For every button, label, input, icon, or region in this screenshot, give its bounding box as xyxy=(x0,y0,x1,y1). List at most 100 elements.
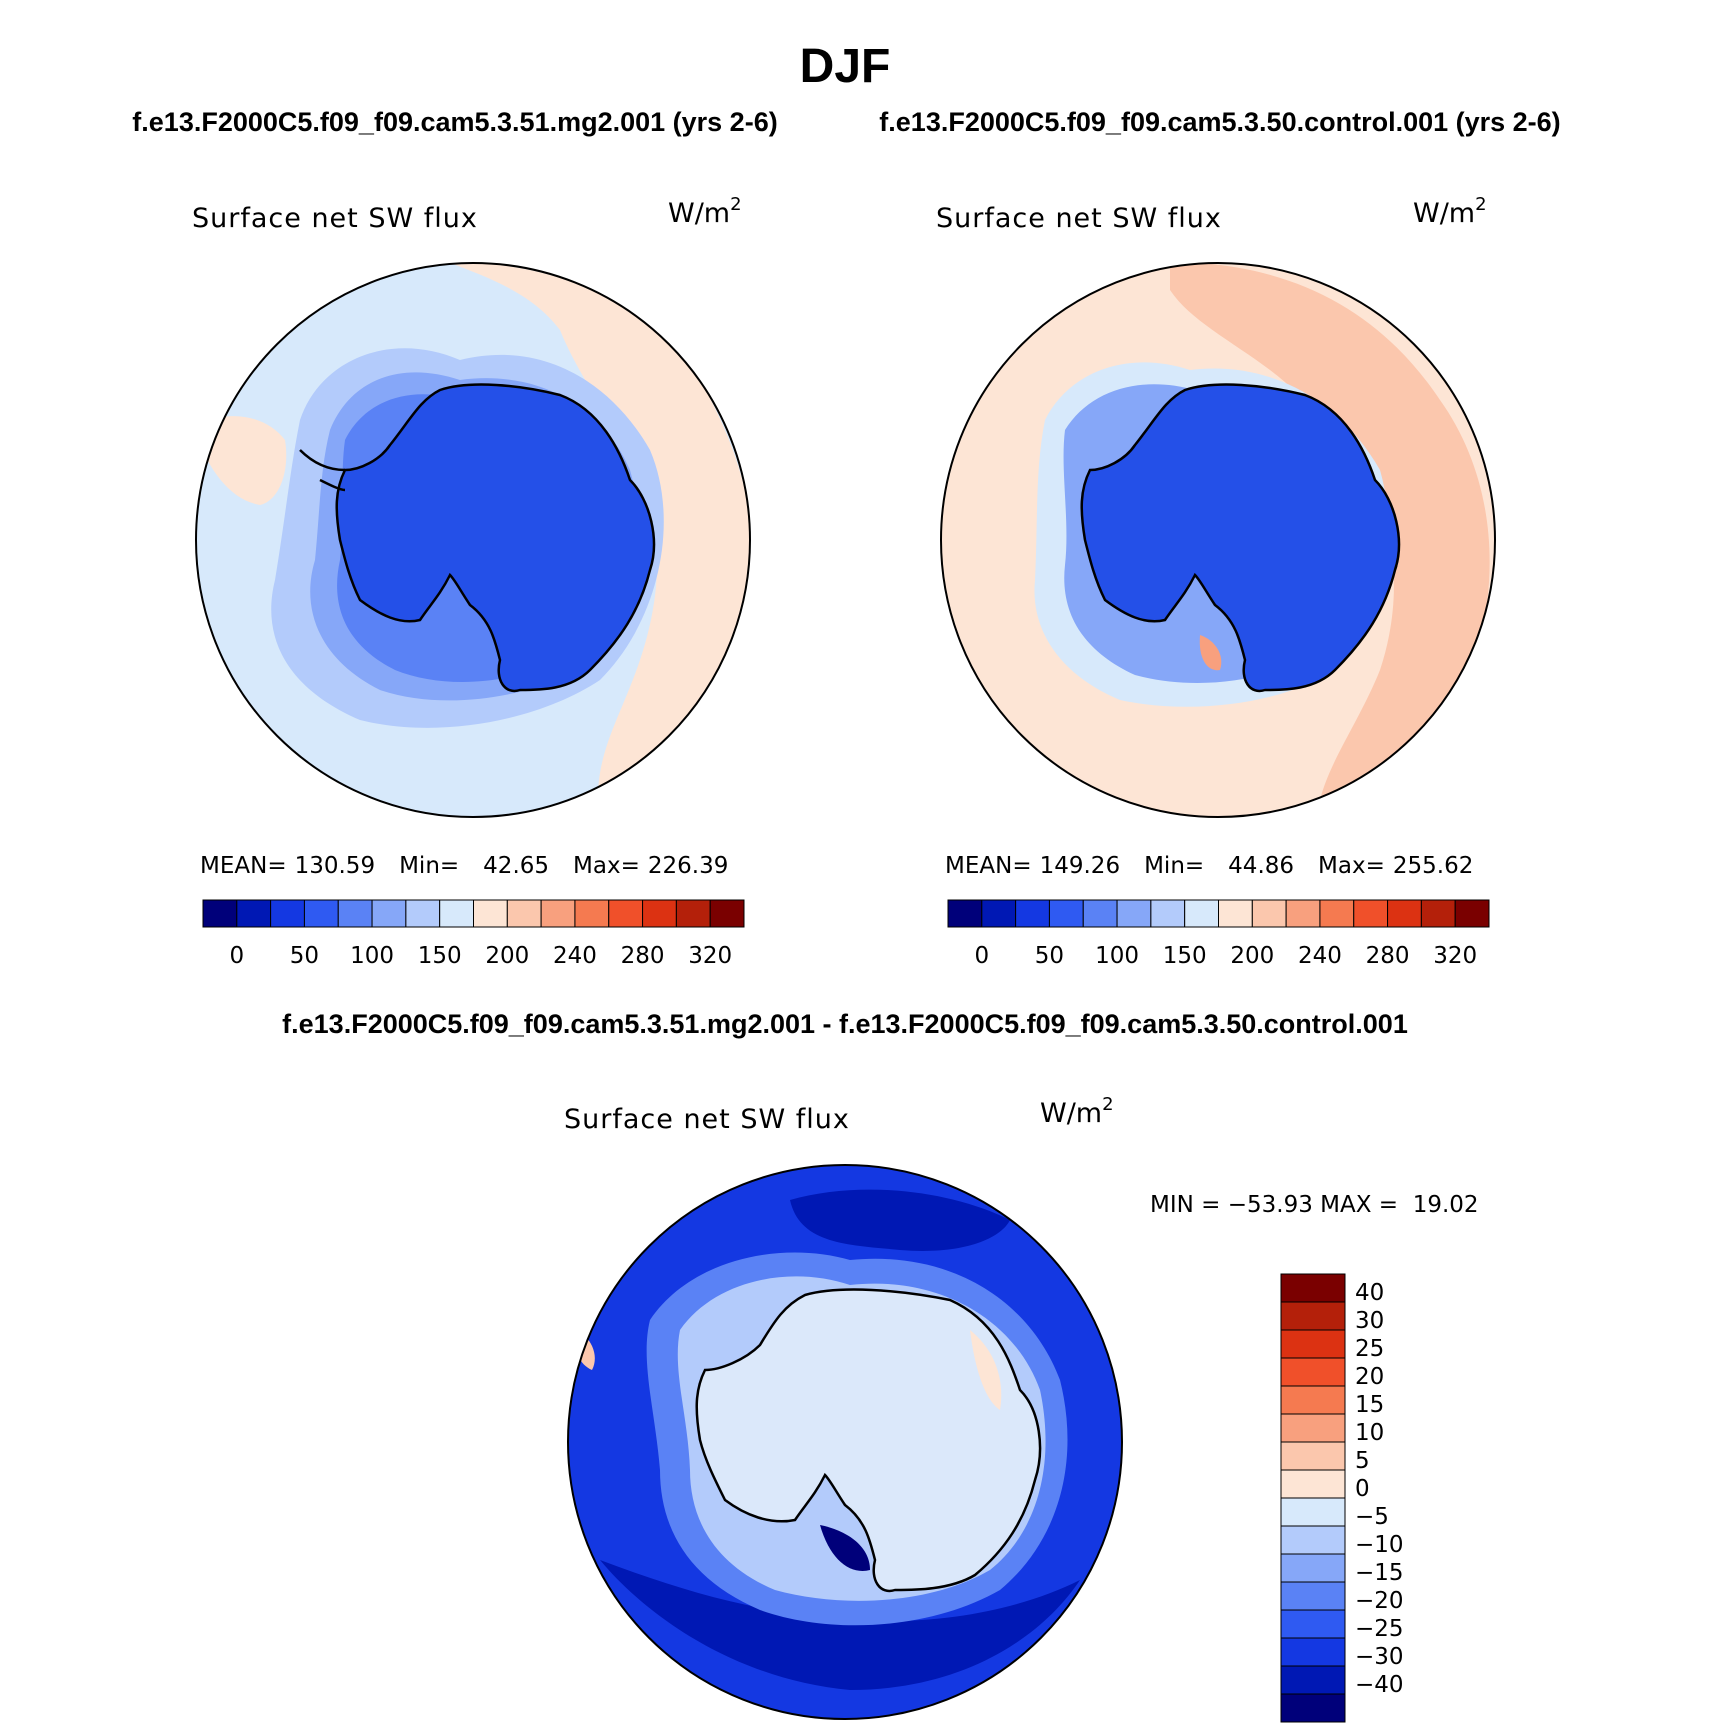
diff-cbar-tick-label: 5 xyxy=(1355,1448,1370,1474)
diff-cbar-swatch-0 xyxy=(1280,1273,1346,1303)
right-cbar-tick-label: 100 xyxy=(1095,943,1139,969)
panel-right: Surface net SW flux W/m2 MEAN= 149.26 Min=… xyxy=(936,194,1496,969)
diff-cbar-swatch-6 xyxy=(1280,1441,1346,1471)
left-cbar-swatch-6 xyxy=(405,899,441,928)
left-cbar-tick-label: 50 xyxy=(290,943,319,969)
left-cbar-tick-label: 150 xyxy=(418,943,462,969)
right-cbar-swatch-0 xyxy=(947,899,983,928)
right-cbar-swatch-8 xyxy=(1218,899,1253,928)
diff-cbar-tick-label: −30 xyxy=(1355,1644,1404,1670)
diff-cbar-swatch-8 xyxy=(1280,1497,1346,1527)
left-cbar-swatch-12 xyxy=(608,899,644,928)
diff-cbar-swatch-4 xyxy=(1280,1385,1346,1415)
panel-diff-variable: Surface net SW flux xyxy=(564,1104,850,1135)
diff-cbar-tick-label: 20 xyxy=(1355,1364,1384,1390)
diff-cbar-swatch-5 xyxy=(1280,1413,1346,1443)
diff-cbar-tick-label: 0 xyxy=(1355,1476,1370,1502)
left-cbar-swatch-11 xyxy=(574,899,610,928)
left-cbar-swatch-3 xyxy=(303,899,339,928)
left-cbar-swatch-7 xyxy=(439,899,474,928)
diff-cbar-swatch-9 xyxy=(1280,1525,1346,1555)
diff-cbar-tick-label: −5 xyxy=(1355,1504,1389,1530)
left-cbar-swatch-8 xyxy=(473,899,508,928)
panel-diff-map xyxy=(568,1165,1122,1719)
right-cbar-swatch-6 xyxy=(1150,899,1186,928)
panel-left-stats: MEAN= 130.59 Min= 42.65 Max= 226.39 xyxy=(200,853,728,879)
right-cbar-tick-label: 150 xyxy=(1163,943,1207,969)
difference-title: f.e13.F2000C5.f09_f09.cam5.3.51.mg2.001 … xyxy=(282,1009,1408,1039)
panel-left-warm-band-east xyxy=(448,263,750,817)
diff-cbar-tick-label: 25 xyxy=(1355,1336,1384,1362)
panel-right-warm-spot xyxy=(1199,635,1222,671)
panel-left: Surface net SW flux W/m2 MEAN= 130.59 Min=… xyxy=(192,194,751,969)
diff-cbar-swatch-14 xyxy=(1280,1665,1346,1695)
panel-left-map-border xyxy=(195,262,751,818)
panel-left-peninsula xyxy=(299,449,346,492)
right-cbar-swatch-13 xyxy=(1387,899,1422,928)
panel-diff-map-border xyxy=(567,1164,1123,1720)
panel-diff-cold-embayment xyxy=(820,1525,870,1571)
left-cbar-swatch-14 xyxy=(675,899,711,928)
diff-cbar-swatch-12 xyxy=(1280,1609,1346,1639)
diff-cbar-tick-label: 10 xyxy=(1355,1420,1384,1446)
diff-cbar-swatch-1 xyxy=(1280,1301,1346,1331)
season-title: DJF xyxy=(800,40,891,93)
left-cbar-tick-label: 320 xyxy=(688,943,732,969)
panel-left-colorbar: 0 50 100 150 200 240 280 320 xyxy=(202,899,745,969)
right-cbar-swatch-7 xyxy=(1184,899,1219,928)
right-cbar-swatch-10 xyxy=(1285,899,1321,928)
left-cbar-swatch-9 xyxy=(506,899,542,928)
left-cbar-swatch-10 xyxy=(540,899,576,928)
panel-right-stats: MEAN= 149.26 Min= 44.86 Max= 255.62 xyxy=(945,853,1473,879)
panel-right-warm-region-east xyxy=(1170,263,1490,800)
left-cbar-swatch-4 xyxy=(337,899,373,928)
panel-diff-continent xyxy=(695,1288,1042,1593)
left-cbar-swatch-13 xyxy=(642,899,677,928)
diff-cbar-swatch-10 xyxy=(1280,1553,1346,1583)
panel-diff: Surface net SW flux W/m2 MIN = −53.93 MA… xyxy=(564,1094,1479,1723)
diff-cbar-swatch-15 xyxy=(1280,1693,1346,1723)
right-cbar-swatch-4 xyxy=(1082,899,1118,928)
panel-left-variable: Surface net SW flux xyxy=(192,203,478,234)
panel-diff-stats: MIN = −53.93 MAX = 19.02 xyxy=(1150,1192,1479,1218)
panel-left-warm-band-west xyxy=(198,416,287,505)
right-cbar-tick-label: 280 xyxy=(1366,943,1410,969)
left-cbar-tick-label: 200 xyxy=(485,943,529,969)
right-cbar-swatch-1 xyxy=(981,899,1017,928)
right-cbar-swatch-14 xyxy=(1420,899,1456,928)
panel-right-map-border xyxy=(940,262,1496,818)
right-case-title: f.e13.F2000C5.f09_f09.cam5.3.50.control.… xyxy=(879,107,1560,137)
right-cbar-swatch-15 xyxy=(1454,899,1490,928)
panel-right-map xyxy=(941,263,1495,817)
panel-diff-dark-band-north xyxy=(790,1189,1010,1251)
right-cbar-tick-label: 50 xyxy=(1035,943,1064,969)
diff-cbar-tick-label: 30 xyxy=(1355,1308,1384,1334)
panel-left-continent xyxy=(335,383,656,693)
diff-cbar-tick-label: −15 xyxy=(1355,1560,1404,1586)
panel-diff-warm-patch-east xyxy=(970,1330,1002,1410)
left-cbar-tick-label: 240 xyxy=(553,943,597,969)
left-cbar-swatch-15 xyxy=(709,899,745,928)
right-cbar-tick-label: 0 xyxy=(974,943,989,969)
left-cbar-tick-label: 280 xyxy=(621,943,665,969)
right-cbar-swatch-11 xyxy=(1319,899,1355,928)
panel-right-continent xyxy=(1080,383,1401,693)
left-cbar-tick-label: 0 xyxy=(229,943,244,969)
panel-left-units: W/m2 xyxy=(668,194,742,229)
panel-left-map xyxy=(196,263,750,817)
diff-cbar-swatch-11 xyxy=(1280,1581,1346,1611)
left-cbar-tick-label: 100 xyxy=(350,943,394,969)
panel-right-colorbar: 0 50 100 150 200 240 280 320 xyxy=(947,899,1490,969)
diff-cbar-tick-label: −20 xyxy=(1355,1588,1404,1614)
diff-cbar-swatch-13 xyxy=(1280,1637,1346,1667)
left-cbar-swatch-2 xyxy=(270,899,305,928)
left-cbar-swatch-0 xyxy=(202,899,238,928)
left-cbar-swatch-5 xyxy=(371,899,407,928)
diff-cbar-swatch-3 xyxy=(1280,1357,1346,1387)
diff-cbar-tick-label: 40 xyxy=(1355,1280,1384,1306)
right-cbar-tick-label: 320 xyxy=(1433,943,1477,969)
right-cbar-swatch-5 xyxy=(1116,899,1152,928)
diff-cbar-tick-label: 15 xyxy=(1355,1392,1384,1418)
